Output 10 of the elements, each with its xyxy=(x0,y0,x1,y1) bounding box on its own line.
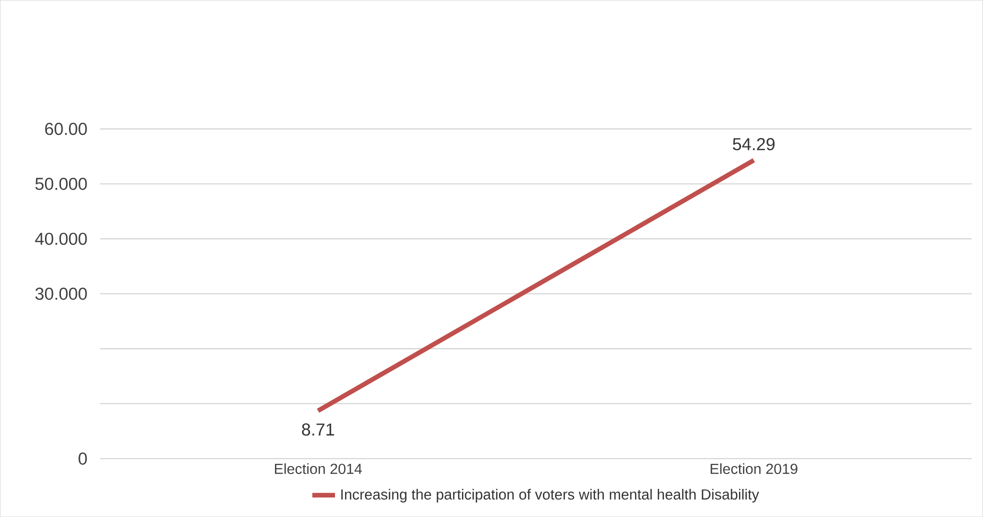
y-tick-label: 60.00 xyxy=(45,122,87,135)
legend-label: Increasing the participation of voters with mental health Disability xyxy=(341,488,760,502)
x-tick-label: Election 2014 xyxy=(274,463,362,474)
y-tick-label: 50.000 xyxy=(35,178,87,190)
data-label: 54.29 xyxy=(732,138,775,150)
data-label: 8.71 xyxy=(302,423,334,436)
y-tick-label: 30.000 xyxy=(35,288,87,300)
y-tick-label: 0 xyxy=(78,452,87,465)
y-tick-label: 40.000 xyxy=(35,232,87,245)
x-tick-label: Election 2019 xyxy=(710,463,798,474)
